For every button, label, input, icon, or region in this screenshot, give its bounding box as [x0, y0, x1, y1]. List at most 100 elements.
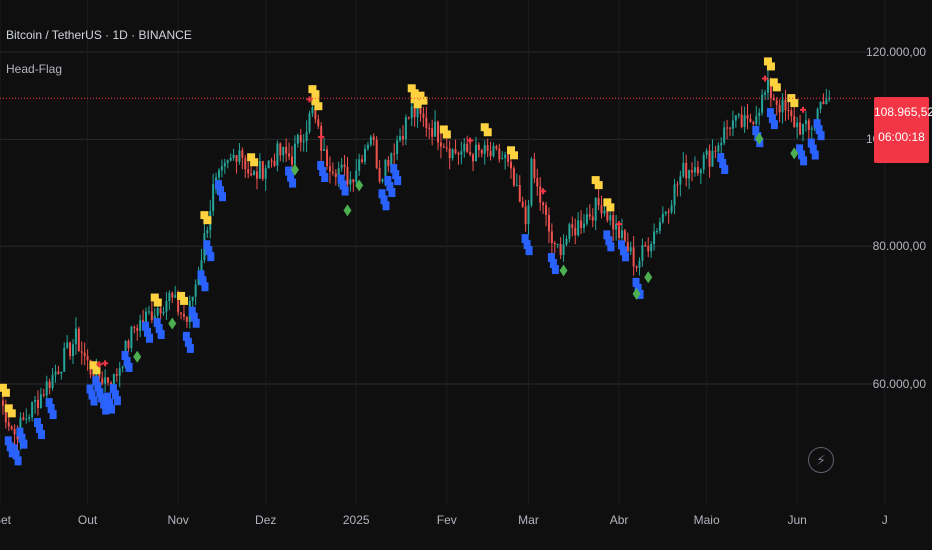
y-tick-label: 80.000,00 — [872, 239, 926, 254]
candle — [136, 324, 139, 341]
candle-body — [472, 154, 475, 162]
candle-body — [498, 148, 501, 160]
candle-body — [650, 244, 653, 252]
candle — [369, 134, 372, 147]
candle-body — [626, 241, 629, 252]
yellow-square-marker — [180, 296, 189, 305]
candle — [693, 156, 696, 177]
candle-body — [571, 224, 574, 228]
yellow-square-marker — [790, 99, 799, 108]
candle-body — [737, 114, 740, 116]
candle-body — [790, 110, 793, 117]
candle — [352, 178, 355, 192]
x-tick-label: Dez — [255, 513, 277, 527]
candle-body — [454, 149, 457, 153]
candle — [676, 181, 679, 197]
red-cross-marker — [616, 221, 623, 228]
yellow-square-marker — [177, 291, 186, 300]
candle — [778, 99, 781, 123]
candle — [448, 140, 451, 170]
blue-square-marker — [800, 156, 808, 166]
candle-body — [60, 371, 63, 374]
candle-body — [42, 394, 45, 396]
candle — [714, 145, 717, 159]
candle — [609, 209, 612, 226]
candle-body — [258, 161, 261, 179]
yellow-square-marker — [250, 158, 259, 167]
candle — [340, 157, 343, 172]
candle — [387, 156, 390, 173]
green-diamond-marker — [355, 179, 364, 192]
lightning-bolt-icon[interactable]: ⚡ — [808, 447, 834, 473]
blue-square-marker — [100, 399, 108, 409]
candle-body — [133, 326, 136, 329]
candle-body — [769, 79, 772, 99]
candle-body — [352, 179, 355, 183]
yellow-square-marker — [407, 84, 416, 93]
candle — [13, 424, 16, 446]
candle — [638, 257, 641, 276]
candle-body — [828, 98, 831, 100]
candle — [466, 135, 469, 154]
candle-body — [612, 215, 615, 230]
candle — [48, 378, 51, 395]
candle — [273, 153, 276, 168]
candle-body — [308, 113, 311, 132]
candle-body — [331, 171, 334, 174]
candle — [431, 119, 434, 146]
candle-body — [171, 292, 174, 298]
yellow-square-marker — [89, 361, 98, 370]
candle-body — [1, 400, 4, 406]
blue-square-marker — [621, 252, 629, 262]
candle — [451, 148, 454, 161]
green-diamond-marker — [644, 271, 653, 284]
candle — [486, 138, 489, 158]
candle-body — [778, 104, 781, 113]
candle-body — [705, 150, 708, 155]
candle-body — [372, 136, 375, 140]
candle-body — [7, 422, 10, 427]
yellow-square-marker — [787, 94, 796, 103]
candle — [442, 143, 445, 149]
symbol-legend[interactable]: Bitcoin / TetherUS · 1D · BINANCE — [6, 28, 192, 42]
candle — [410, 98, 413, 127]
candle-body — [641, 244, 644, 261]
candle — [349, 171, 352, 192]
blue-square-marker — [37, 430, 45, 440]
candle — [743, 106, 746, 133]
candle — [723, 121, 726, 146]
candle-body — [118, 368, 121, 376]
candle-body — [270, 160, 273, 162]
blue-square-marker — [155, 324, 163, 334]
candle-body — [139, 320, 142, 331]
blue-square-marker — [104, 392, 112, 402]
candle-body — [381, 179, 384, 182]
blue-square-marker — [809, 144, 817, 154]
yellow-square-marker — [247, 153, 256, 162]
candle-body — [758, 112, 761, 117]
candle — [591, 208, 594, 228]
candle — [393, 143, 396, 166]
blue-square-marker — [378, 189, 386, 199]
candle-body — [743, 115, 746, 127]
candle — [758, 108, 761, 126]
candle-body — [623, 230, 626, 242]
candle — [358, 153, 361, 176]
blue-square-marker — [33, 418, 41, 428]
yellow-square-marker — [410, 95, 419, 104]
candle-body — [150, 311, 153, 321]
blue-square-marker — [807, 138, 815, 148]
candle-body — [518, 184, 521, 202]
candle — [320, 122, 323, 163]
candle-body — [95, 366, 98, 384]
indicator-legend[interactable]: Head-Flag — [6, 62, 63, 76]
blue-square-marker — [184, 337, 192, 347]
candle — [457, 151, 460, 165]
candle — [565, 235, 568, 247]
candle — [299, 129, 302, 152]
candle-body — [416, 106, 419, 118]
candle-body — [159, 308, 162, 314]
yellow-square-marker — [594, 181, 603, 190]
candle-body — [647, 246, 650, 252]
